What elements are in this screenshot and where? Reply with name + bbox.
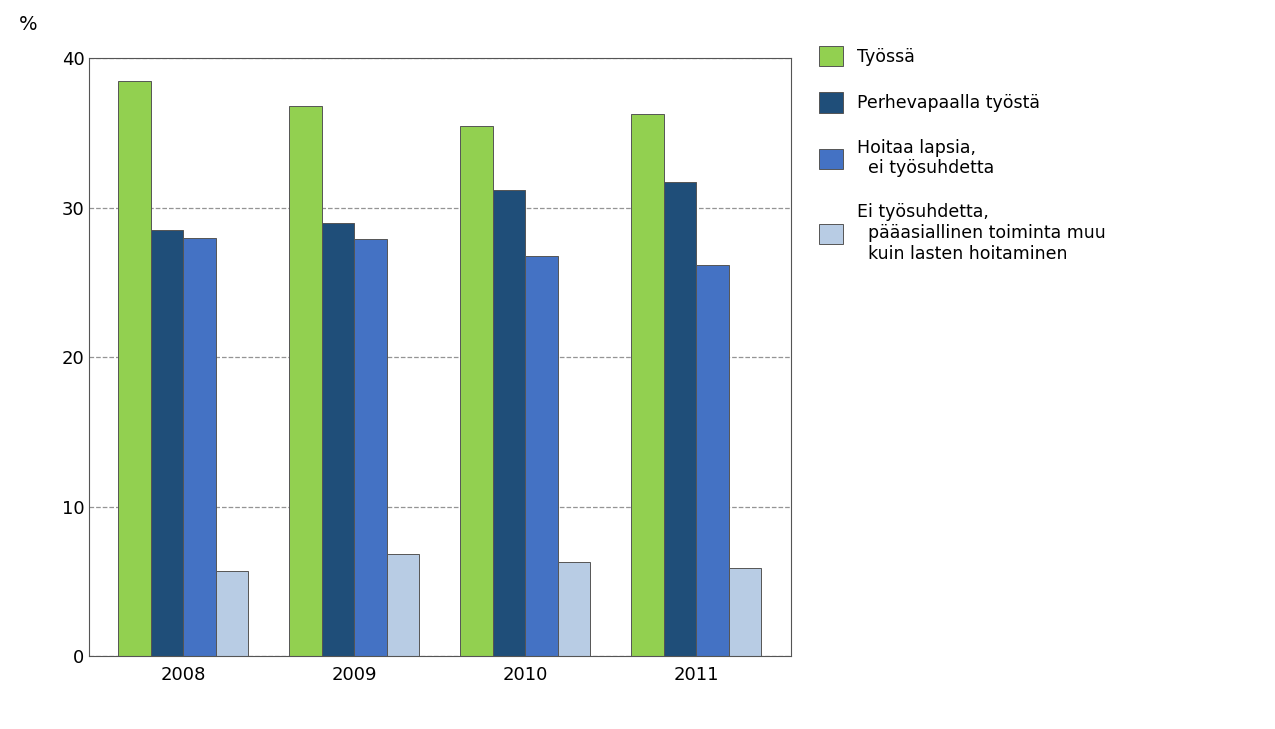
Bar [664, 182, 696, 656]
Bar [631, 114, 664, 656]
Text: %: % [19, 15, 38, 34]
Bar [696, 265, 729, 656]
Legend: Työssä, Perhevapaalla työstä, Hoitaa lapsia,
  ei työsuhdetta, Ei työsuhdetta,
 : Työssä, Perhevapaalla työstä, Hoitaa lap… [819, 47, 1105, 263]
Bar [525, 256, 558, 656]
Bar [729, 568, 761, 656]
Bar [215, 571, 249, 656]
Bar [460, 125, 493, 656]
Bar [150, 230, 184, 656]
Bar [184, 238, 215, 656]
Bar [558, 562, 590, 656]
Bar [289, 106, 321, 656]
Bar [386, 555, 419, 656]
Bar [321, 223, 354, 656]
Bar [493, 190, 525, 656]
Bar [354, 239, 386, 656]
Bar [119, 81, 150, 656]
